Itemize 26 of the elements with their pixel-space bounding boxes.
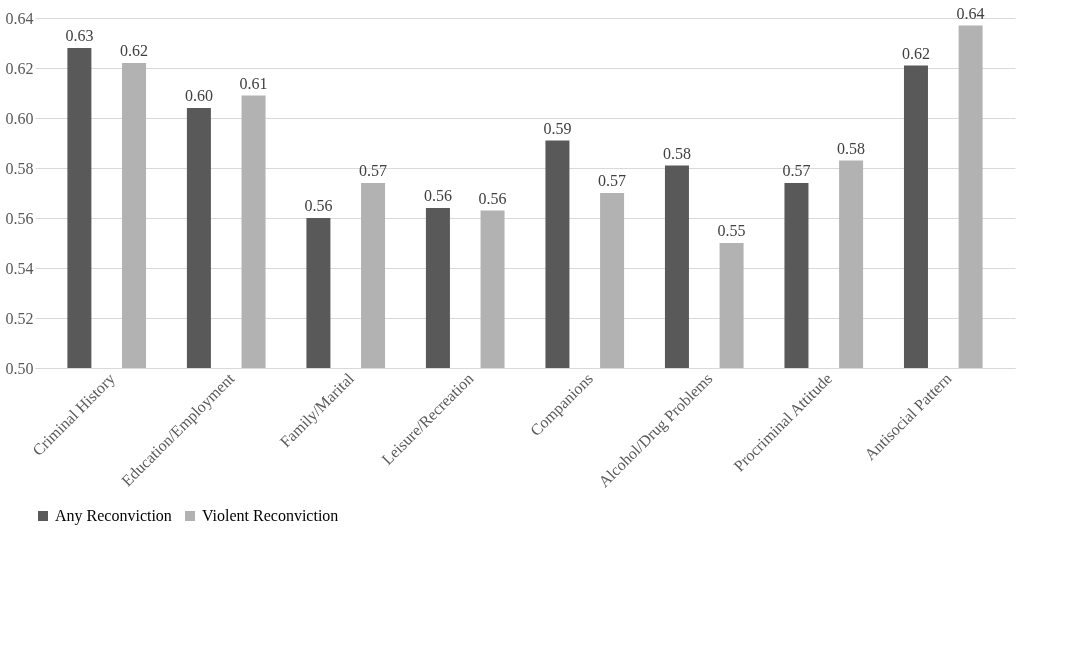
data-label: 0.55 (717, 222, 746, 239)
data-label: 0.59 (543, 119, 572, 137)
data-label: 0.61 (239, 74, 268, 92)
y-tick-label: 0.62 (5, 59, 34, 77)
data-label: 0.62 (901, 44, 930, 62)
y-tick-label: 0.60 (5, 109, 34, 127)
data-label: 0.57 (598, 172, 627, 189)
legend-label: Any Reconviction (55, 507, 172, 525)
data-label: 0.64 (956, 4, 985, 22)
y-tick-label: 0.56 (5, 209, 34, 227)
data-label: 0.57 (359, 162, 388, 179)
data-label: 0.62 (120, 42, 149, 59)
legend-label: Violent Reconviction (202, 507, 339, 524)
y-tick-label: 0.58 (5, 159, 34, 177)
y-tick-label: 0.54 (5, 259, 34, 277)
data-label: 0.60 (184, 87, 213, 104)
y-tick-label: 0.64 (5, 9, 34, 27)
data-label: 0.56 (423, 187, 452, 204)
data-label: 0.63 (65, 27, 94, 44)
y-tick-label: 0.50 (5, 359, 34, 377)
data-label: 0.58 (837, 139, 866, 157)
data-label: 0.56 (304, 197, 333, 214)
data-label: 0.57 (782, 162, 811, 179)
data-label: 0.56 (478, 189, 507, 207)
y-tick-label: 0.52 (5, 309, 34, 327)
data-label: 0.58 (662, 144, 691, 162)
